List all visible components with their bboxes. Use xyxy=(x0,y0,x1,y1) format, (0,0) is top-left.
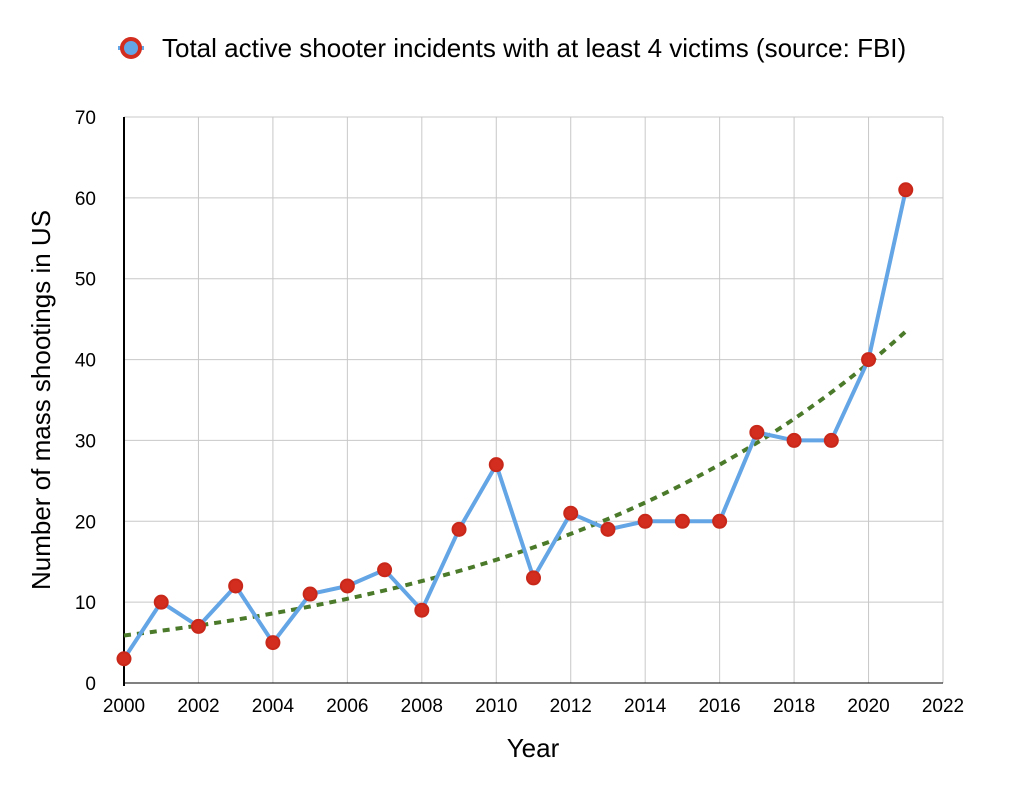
x-tick-label: 2022 xyxy=(922,696,964,717)
y-tick-label: 60 xyxy=(75,189,96,210)
y-tick-label: 10 xyxy=(75,593,96,614)
data-point xyxy=(600,521,616,537)
y-axis-title: Number of mass shootings in US xyxy=(26,210,56,590)
data-point xyxy=(674,513,690,529)
legend: Total active shooter incidents with at l… xyxy=(118,33,906,63)
y-tick-label: 0 xyxy=(85,674,96,695)
data-point xyxy=(414,602,430,618)
data-point xyxy=(637,513,653,529)
x-tick-label: 2004 xyxy=(252,696,295,717)
data-point xyxy=(488,457,504,473)
x-tick-label: 2014 xyxy=(624,696,667,717)
data-point xyxy=(190,618,206,634)
y-tick-label: 50 xyxy=(75,270,96,291)
x-tick-label: 2008 xyxy=(401,696,443,717)
legend-marker-swatch xyxy=(120,37,142,59)
series-line xyxy=(122,189,908,660)
y-tick-label: 40 xyxy=(75,351,96,372)
y-tick-label: 30 xyxy=(75,431,96,452)
data-point xyxy=(563,505,579,521)
data-point xyxy=(116,651,132,667)
data-point xyxy=(712,513,728,529)
data-point xyxy=(302,586,318,602)
axes xyxy=(123,117,943,686)
x-tick-label: 2020 xyxy=(847,696,889,717)
x-tick-label: 2002 xyxy=(177,696,219,717)
tick-labels: 2000 2002 2004 2006 2008 2010 2012 2014 2016 2018… xyxy=(75,108,964,717)
data-point xyxy=(265,635,281,651)
legend-label: Total active shooter incidents with at l… xyxy=(162,33,906,63)
data-point xyxy=(898,182,914,198)
data-point xyxy=(861,352,877,368)
x-tick-label: 2012 xyxy=(550,696,592,717)
y-tick-label: 20 xyxy=(75,512,96,533)
data-point xyxy=(228,578,244,594)
data-point xyxy=(377,562,393,578)
x-tick-label: 2006 xyxy=(326,696,368,717)
data-point xyxy=(339,578,355,594)
x-axis-title: Year xyxy=(507,733,560,763)
data-point xyxy=(451,521,467,537)
data-point xyxy=(526,570,541,586)
data-point xyxy=(786,432,802,448)
y-tick-label: 70 xyxy=(75,108,96,129)
x-tick-label: 2010 xyxy=(475,696,517,717)
x-tick-label: 2018 xyxy=(773,696,815,717)
data-point xyxy=(749,424,765,440)
data-point xyxy=(153,594,169,610)
x-tick-label: 2016 xyxy=(698,696,740,717)
data-series xyxy=(116,182,914,667)
x-tick-label: 2000 xyxy=(103,696,145,717)
data-point xyxy=(823,432,839,448)
